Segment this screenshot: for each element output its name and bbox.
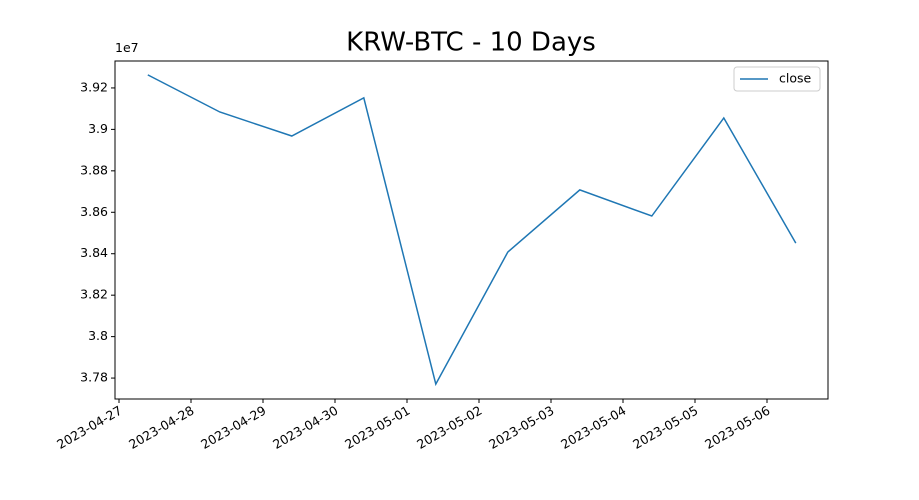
x-tick-label: 2023-05-03 xyxy=(486,403,556,452)
x-tick-label: 2023-05-02 xyxy=(414,403,484,452)
x-tick-label: 2023-04-28 xyxy=(126,403,196,452)
legend-label: close xyxy=(779,71,812,86)
y-tick-label: 3.88 xyxy=(80,162,108,177)
chart-title: KRW-BTC - 10 Days xyxy=(346,28,596,58)
y-offset-label: 1e7 xyxy=(115,40,139,55)
x-tick-label: 2023-05-04 xyxy=(558,403,628,452)
x-tick-label: 2023-04-30 xyxy=(270,403,340,452)
x-tick-label: 2023-04-27 xyxy=(54,403,124,452)
y-tick-label: 3.78 xyxy=(80,370,108,385)
y-tick-label: 3.84 xyxy=(80,245,108,260)
y-tick-label: 3.8 xyxy=(88,328,108,343)
x-tick-label: 2023-05-01 xyxy=(342,403,412,452)
x-tick-label: 2023-05-05 xyxy=(630,403,700,452)
legend-box xyxy=(733,66,821,92)
y-tick-label: 3.82 xyxy=(80,287,108,302)
x-tick-label: 2023-05-06 xyxy=(702,403,772,452)
x-tick-label: 2023-04-29 xyxy=(198,403,268,452)
plot-frame xyxy=(114,60,829,400)
y-tick-label: 3.86 xyxy=(80,204,108,219)
line xyxy=(147,74,797,387)
y-tick-label: 3.9 xyxy=(88,121,108,136)
y-tick-label: 3.92 xyxy=(80,79,108,94)
